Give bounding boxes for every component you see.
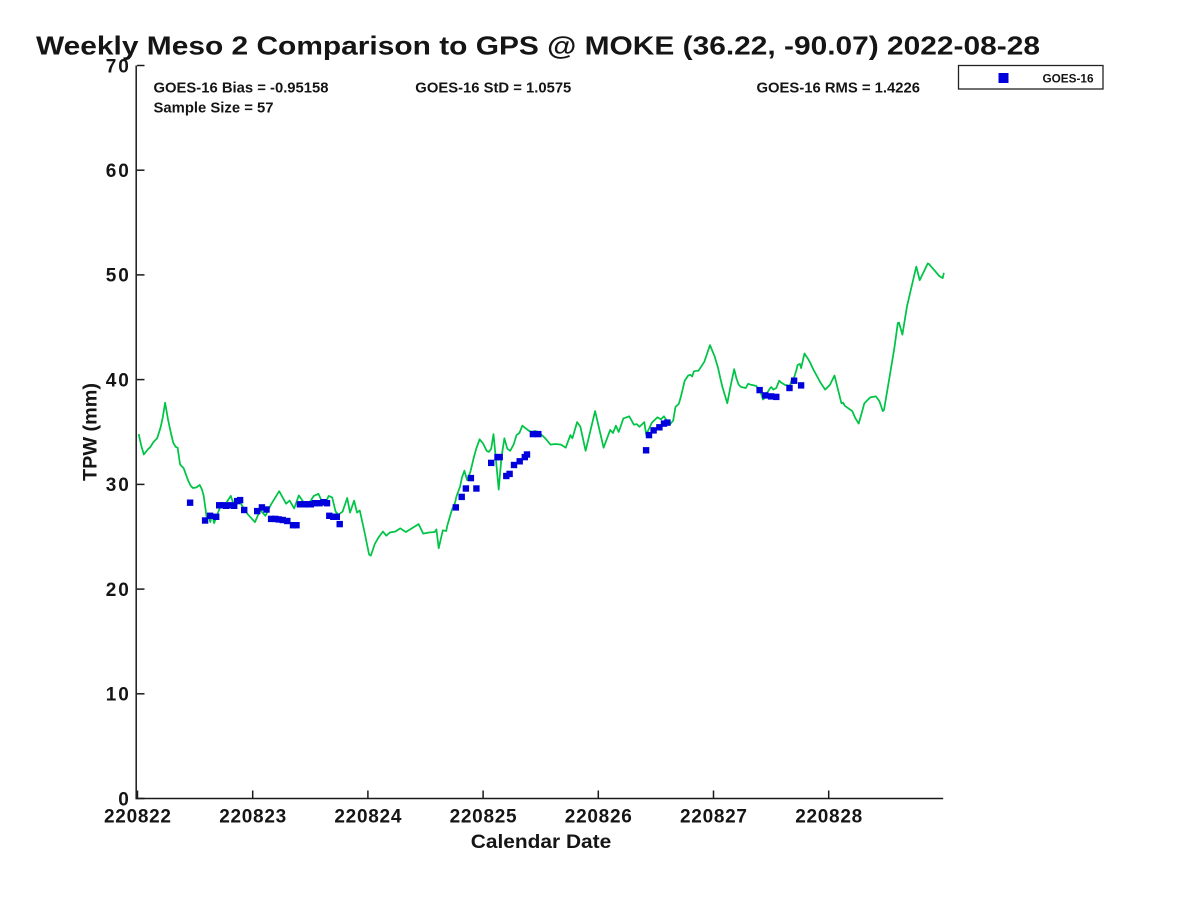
svg-text:220826: 220826: [565, 807, 632, 828]
svg-text:50: 50: [106, 266, 129, 287]
svg-text:30: 30: [106, 475, 129, 496]
svg-text:70: 70: [106, 56, 129, 77]
svg-text:220828: 220828: [795, 807, 862, 828]
svg-text:GOES-16: GOES-16: [1043, 71, 1094, 85]
svg-text:Weekly Meso 2 Comparison to GP: Weekly Meso 2 Comparison to GPS @ MOKE (…: [36, 31, 1040, 61]
svg-text:220823: 220823: [219, 807, 286, 828]
svg-text:GOES-16 StD = 1.0575: GOES-16 StD = 1.0575: [415, 80, 571, 97]
svg-text:220825: 220825: [450, 807, 517, 828]
svg-text:220827: 220827: [680, 807, 747, 828]
svg-text:40: 40: [106, 370, 129, 391]
svg-text:Calendar Date: Calendar Date: [471, 831, 612, 853]
svg-text:GOES-16 RMS = 1.4226: GOES-16 RMS = 1.4226: [757, 80, 921, 97]
svg-text:0: 0: [118, 789, 129, 810]
svg-text:60: 60: [106, 161, 129, 182]
svg-text:220824: 220824: [334, 807, 401, 828]
svg-text:GOES-16 Bias = -0.95158: GOES-16 Bias = -0.95158: [154, 80, 329, 97]
svg-text:20: 20: [106, 580, 129, 601]
svg-text:Sample Size = 57: Sample Size = 57: [154, 100, 274, 117]
svg-text:TPW (mm): TPW (mm): [80, 383, 102, 481]
svg-text:10: 10: [106, 685, 129, 706]
svg-text:220822: 220822: [104, 807, 171, 828]
